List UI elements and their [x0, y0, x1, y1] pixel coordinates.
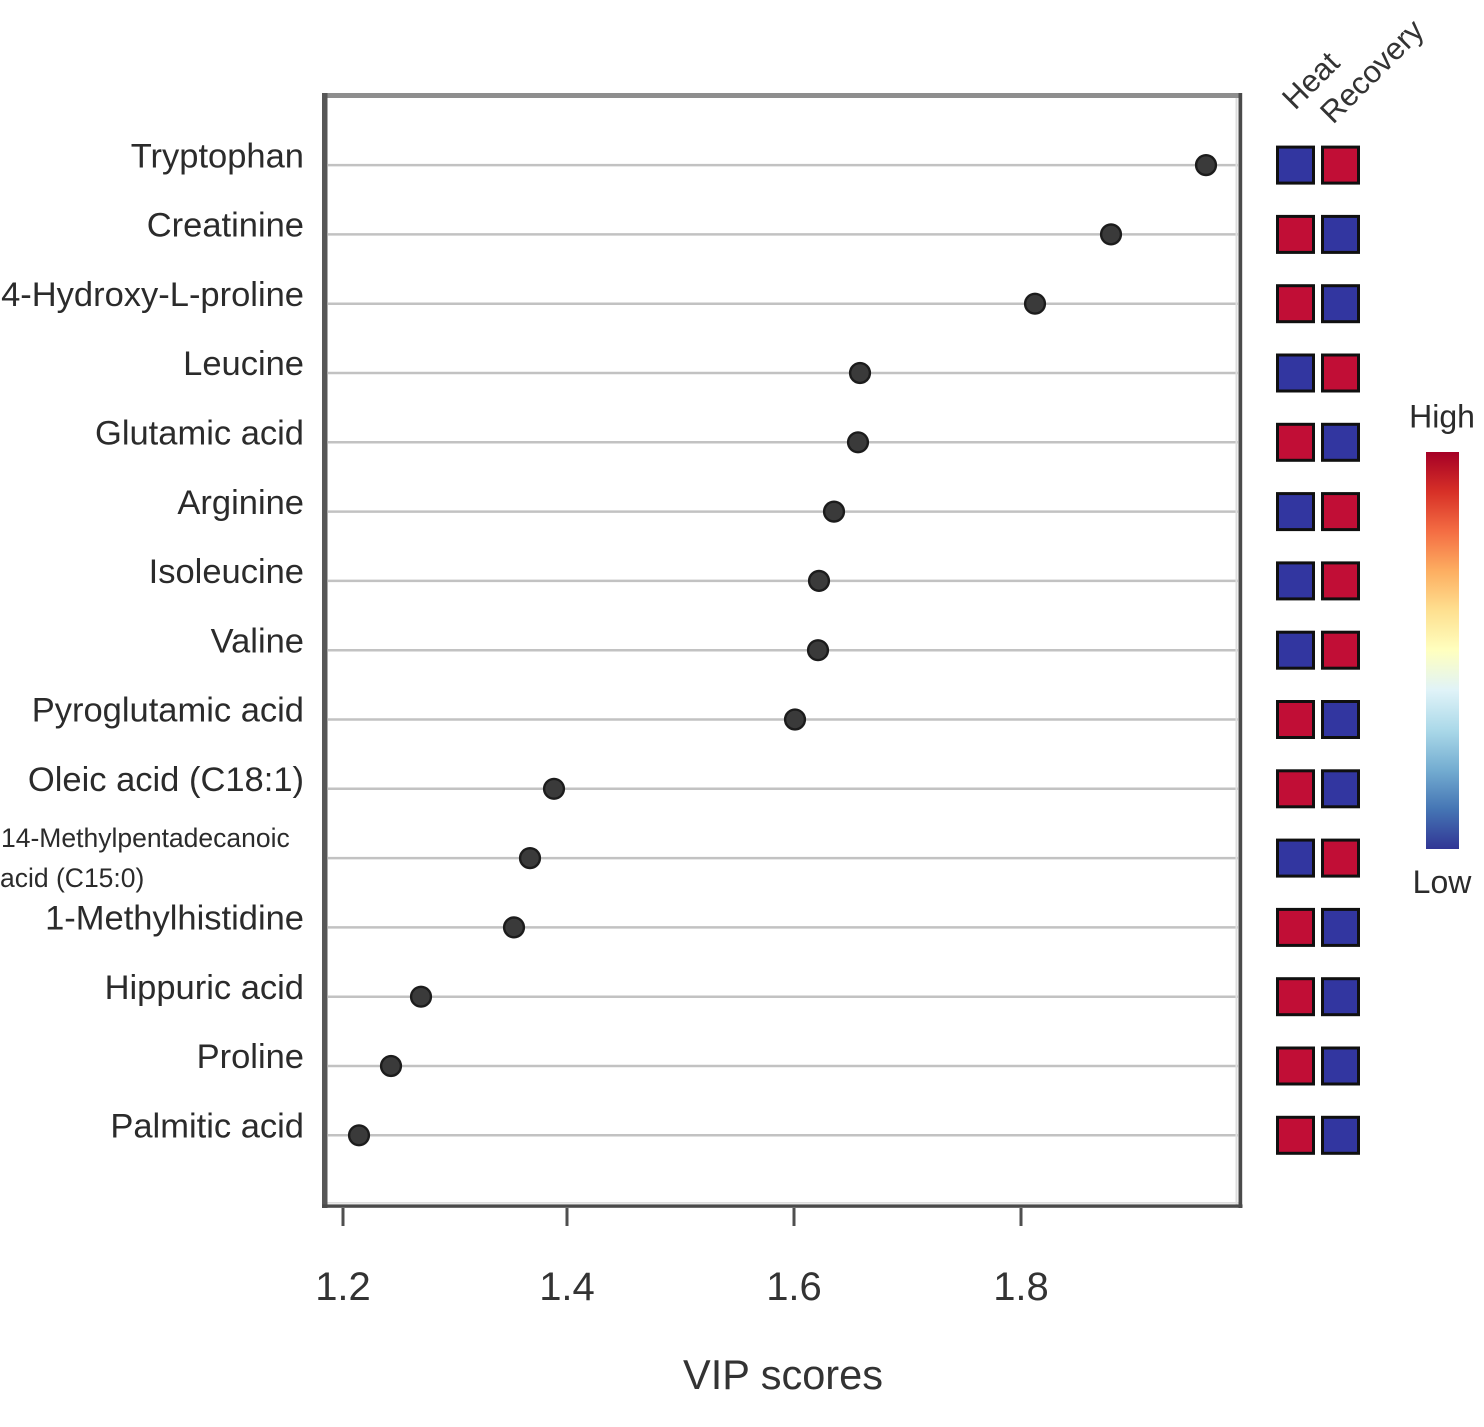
svg-text:Isoleucine: Isoleucine — [149, 553, 304, 591]
svg-text:1.2: 1.2 — [315, 1265, 371, 1309]
svg-text:Arginine: Arginine — [177, 484, 304, 522]
svg-text:VIP scores: VIP scores — [683, 1351, 883, 1398]
svg-text:Glutamic acid: Glutamic acid — [95, 415, 304, 453]
svg-text:1.6: 1.6 — [766, 1265, 822, 1309]
svg-text:Low: Low — [1413, 864, 1473, 900]
svg-text:14-Methylpentadecanoic: 14-Methylpentadecanoic — [1, 823, 290, 853]
svg-text:4-Hydroxy-L-proline: 4-Hydroxy-L-proline — [1, 276, 304, 314]
svg-text:Tryptophan: Tryptophan — [131, 137, 304, 175]
svg-text:1.4: 1.4 — [539, 1265, 595, 1309]
svg-text:High: High — [1409, 399, 1475, 435]
svg-text:acid (C15:0): acid (C15:0) — [0, 863, 144, 893]
svg-text:Palmitic acid: Palmitic acid — [110, 1108, 304, 1146]
svg-text:Valine: Valine — [211, 622, 304, 660]
svg-text:Oleic acid (C18:1): Oleic acid (C18:1) — [28, 761, 304, 799]
svg-text:Hippuric acid: Hippuric acid — [105, 969, 304, 1007]
svg-text:Creatinine: Creatinine — [147, 207, 304, 245]
svg-text:1-Methylhistidine: 1-Methylhistidine — [45, 900, 304, 938]
svg-text:Pyroglutamic acid: Pyroglutamic acid — [32, 692, 304, 730]
svg-text:Leucine: Leucine — [183, 345, 304, 383]
svg-text:1.8: 1.8 — [993, 1265, 1049, 1309]
svg-text:Proline: Proline — [197, 1038, 304, 1076]
